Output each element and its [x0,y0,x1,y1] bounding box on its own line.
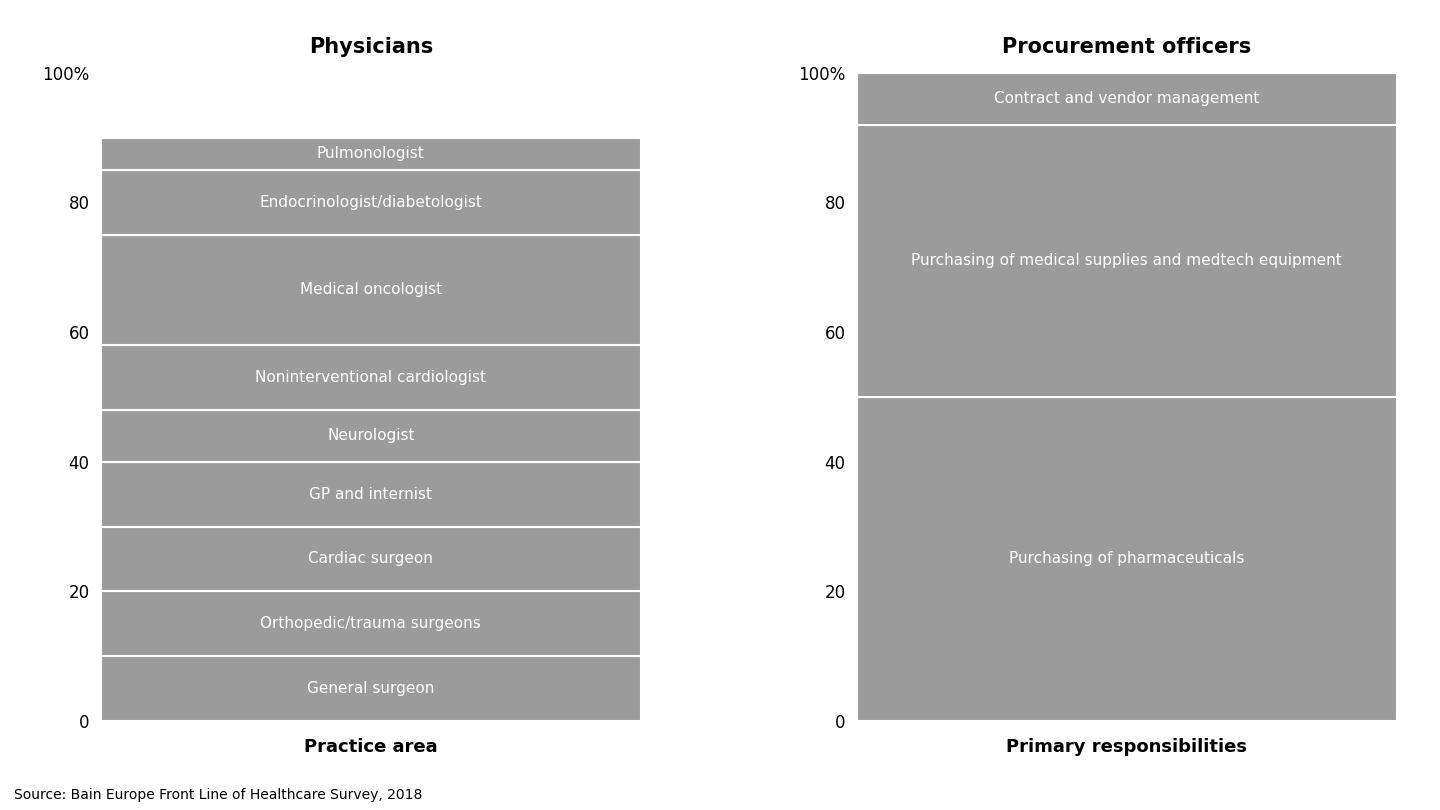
Bar [857,397,1397,721]
Text: Orthopedic/trauma surgeons: Orthopedic/trauma surgeons [261,616,481,631]
Title: Procurement officers: Procurement officers [1002,37,1251,58]
X-axis label: Practice area: Practice area [304,738,438,756]
Text: Cardiac surgeon: Cardiac surgeon [308,552,433,566]
Bar [857,73,1397,125]
Text: Purchasing of medical supplies and medtech equipment: Purchasing of medical supplies and medte… [912,254,1342,268]
Text: Purchasing of pharmaceuticals: Purchasing of pharmaceuticals [1009,552,1244,566]
Text: GP and internist: GP and internist [310,487,432,501]
Bar [101,345,641,410]
Bar [857,125,1397,397]
Bar [101,462,641,526]
Title: Physicians: Physicians [308,37,433,58]
Bar [101,138,641,170]
Text: Neurologist: Neurologist [327,428,415,443]
Text: Contract and vendor management: Contract and vendor management [994,92,1260,106]
Bar [101,235,641,345]
Text: General surgeon: General surgeon [307,681,435,696]
Text: Noninterventional cardiologist: Noninterventional cardiologist [255,370,487,385]
Text: Medical oncologist: Medical oncologist [300,283,442,297]
Text: Pulmonologist: Pulmonologist [317,147,425,161]
Bar [101,410,641,462]
Bar [101,526,641,591]
Text: Endocrinologist/diabetologist: Endocrinologist/diabetologist [259,195,482,210]
Bar [101,656,641,721]
Text: Source: Bain Europe Front Line of Healthcare Survey, 2018: Source: Bain Europe Front Line of Health… [14,788,423,802]
Bar [101,170,641,235]
Bar [101,591,641,656]
X-axis label: Primary responsibilities: Primary responsibilities [1007,738,1247,756]
